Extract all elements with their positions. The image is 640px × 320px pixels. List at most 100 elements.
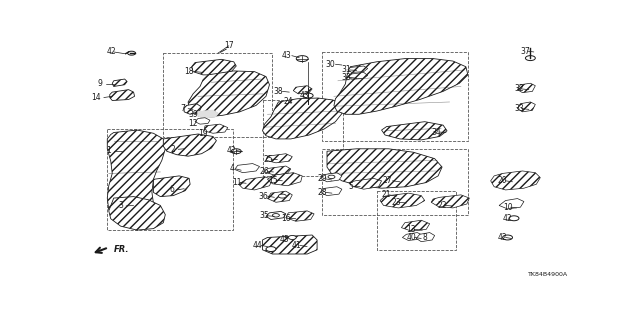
Text: 5: 5 <box>348 182 353 191</box>
Text: 39: 39 <box>188 110 198 119</box>
Polygon shape <box>403 233 422 240</box>
Text: 33: 33 <box>514 104 524 113</box>
Text: TK84B4900A: TK84B4900A <box>529 272 568 277</box>
Polygon shape <box>491 171 540 190</box>
Polygon shape <box>154 176 190 196</box>
Circle shape <box>273 213 280 217</box>
Text: 25: 25 <box>264 155 273 164</box>
Text: 15: 15 <box>269 176 278 185</box>
Text: 10: 10 <box>503 203 513 212</box>
Bar <box>108 129 233 230</box>
Text: 6: 6 <box>170 185 174 195</box>
Polygon shape <box>348 72 367 79</box>
Circle shape <box>266 247 276 252</box>
Text: 27: 27 <box>383 176 392 185</box>
Text: 19: 19 <box>198 129 208 138</box>
Circle shape <box>509 216 519 221</box>
Polygon shape <box>348 66 367 72</box>
Text: FR.: FR. <box>114 245 129 254</box>
Circle shape <box>525 56 535 60</box>
Polygon shape <box>349 178 381 189</box>
Text: 16: 16 <box>281 214 291 223</box>
Text: 14: 14 <box>92 93 101 102</box>
Circle shape <box>296 56 308 61</box>
Text: 43: 43 <box>282 51 291 60</box>
Polygon shape <box>334 59 468 114</box>
Text: 12: 12 <box>188 119 198 128</box>
Text: 32: 32 <box>514 84 524 93</box>
Polygon shape <box>266 154 292 163</box>
Text: 41: 41 <box>292 241 301 250</box>
Polygon shape <box>196 110 218 118</box>
Text: 44: 44 <box>253 241 262 250</box>
Text: 17: 17 <box>224 41 234 50</box>
Polygon shape <box>380 193 425 208</box>
Polygon shape <box>184 104 202 114</box>
Text: 42: 42 <box>106 47 116 56</box>
Polygon shape <box>268 173 302 186</box>
Text: 36: 36 <box>259 192 268 201</box>
Text: 23: 23 <box>391 198 401 207</box>
Bar <box>322 52 468 141</box>
Polygon shape <box>108 130 165 218</box>
Circle shape <box>303 93 313 98</box>
Circle shape <box>231 149 241 154</box>
Polygon shape <box>499 198 524 209</box>
Circle shape <box>502 235 513 240</box>
Polygon shape <box>239 177 273 190</box>
Polygon shape <box>321 187 342 196</box>
Text: 35: 35 <box>260 211 269 220</box>
Text: 34: 34 <box>431 128 441 137</box>
Polygon shape <box>381 122 447 140</box>
Polygon shape <box>293 86 312 94</box>
Text: 7: 7 <box>180 104 185 113</box>
Text: 31: 31 <box>342 65 351 75</box>
Text: 20: 20 <box>498 176 508 185</box>
Polygon shape <box>262 235 317 254</box>
Polygon shape <box>163 134 216 156</box>
Polygon shape <box>204 124 228 133</box>
Bar <box>376 191 456 250</box>
Text: 33: 33 <box>342 73 351 82</box>
Text: 13: 13 <box>406 225 416 234</box>
Polygon shape <box>321 173 342 182</box>
Text: 26: 26 <box>260 167 269 176</box>
Polygon shape <box>518 102 535 112</box>
Text: 21: 21 <box>381 190 391 199</box>
Polygon shape <box>191 59 236 75</box>
Text: 18: 18 <box>184 67 194 76</box>
Text: 42: 42 <box>498 233 508 242</box>
Text: 24: 24 <box>284 98 293 107</box>
Circle shape <box>328 175 335 179</box>
Text: 9: 9 <box>97 79 102 89</box>
Text: 8: 8 <box>422 233 427 242</box>
Polygon shape <box>518 83 535 92</box>
Polygon shape <box>195 118 210 124</box>
Polygon shape <box>286 211 314 221</box>
Polygon shape <box>196 110 218 118</box>
Text: 4: 4 <box>229 164 234 173</box>
Bar <box>262 100 343 176</box>
Polygon shape <box>112 79 127 86</box>
Polygon shape <box>262 98 342 139</box>
Bar <box>163 53 273 137</box>
Text: 11: 11 <box>232 178 241 187</box>
Text: 37: 37 <box>520 47 531 56</box>
Polygon shape <box>110 90 134 100</box>
Text: 38: 38 <box>273 87 284 96</box>
Text: 1: 1 <box>106 146 111 155</box>
Text: 43: 43 <box>300 91 309 100</box>
Polygon shape <box>188 71 269 117</box>
Polygon shape <box>266 212 286 220</box>
Circle shape <box>288 236 296 239</box>
Polygon shape <box>109 196 165 230</box>
Text: 22: 22 <box>437 201 447 210</box>
Circle shape <box>127 51 136 55</box>
Polygon shape <box>431 195 469 208</box>
Polygon shape <box>235 164 260 173</box>
Polygon shape <box>401 220 429 231</box>
Circle shape <box>278 194 286 198</box>
Polygon shape <box>264 166 291 175</box>
Text: 28: 28 <box>317 188 327 197</box>
Text: 45: 45 <box>280 235 290 244</box>
